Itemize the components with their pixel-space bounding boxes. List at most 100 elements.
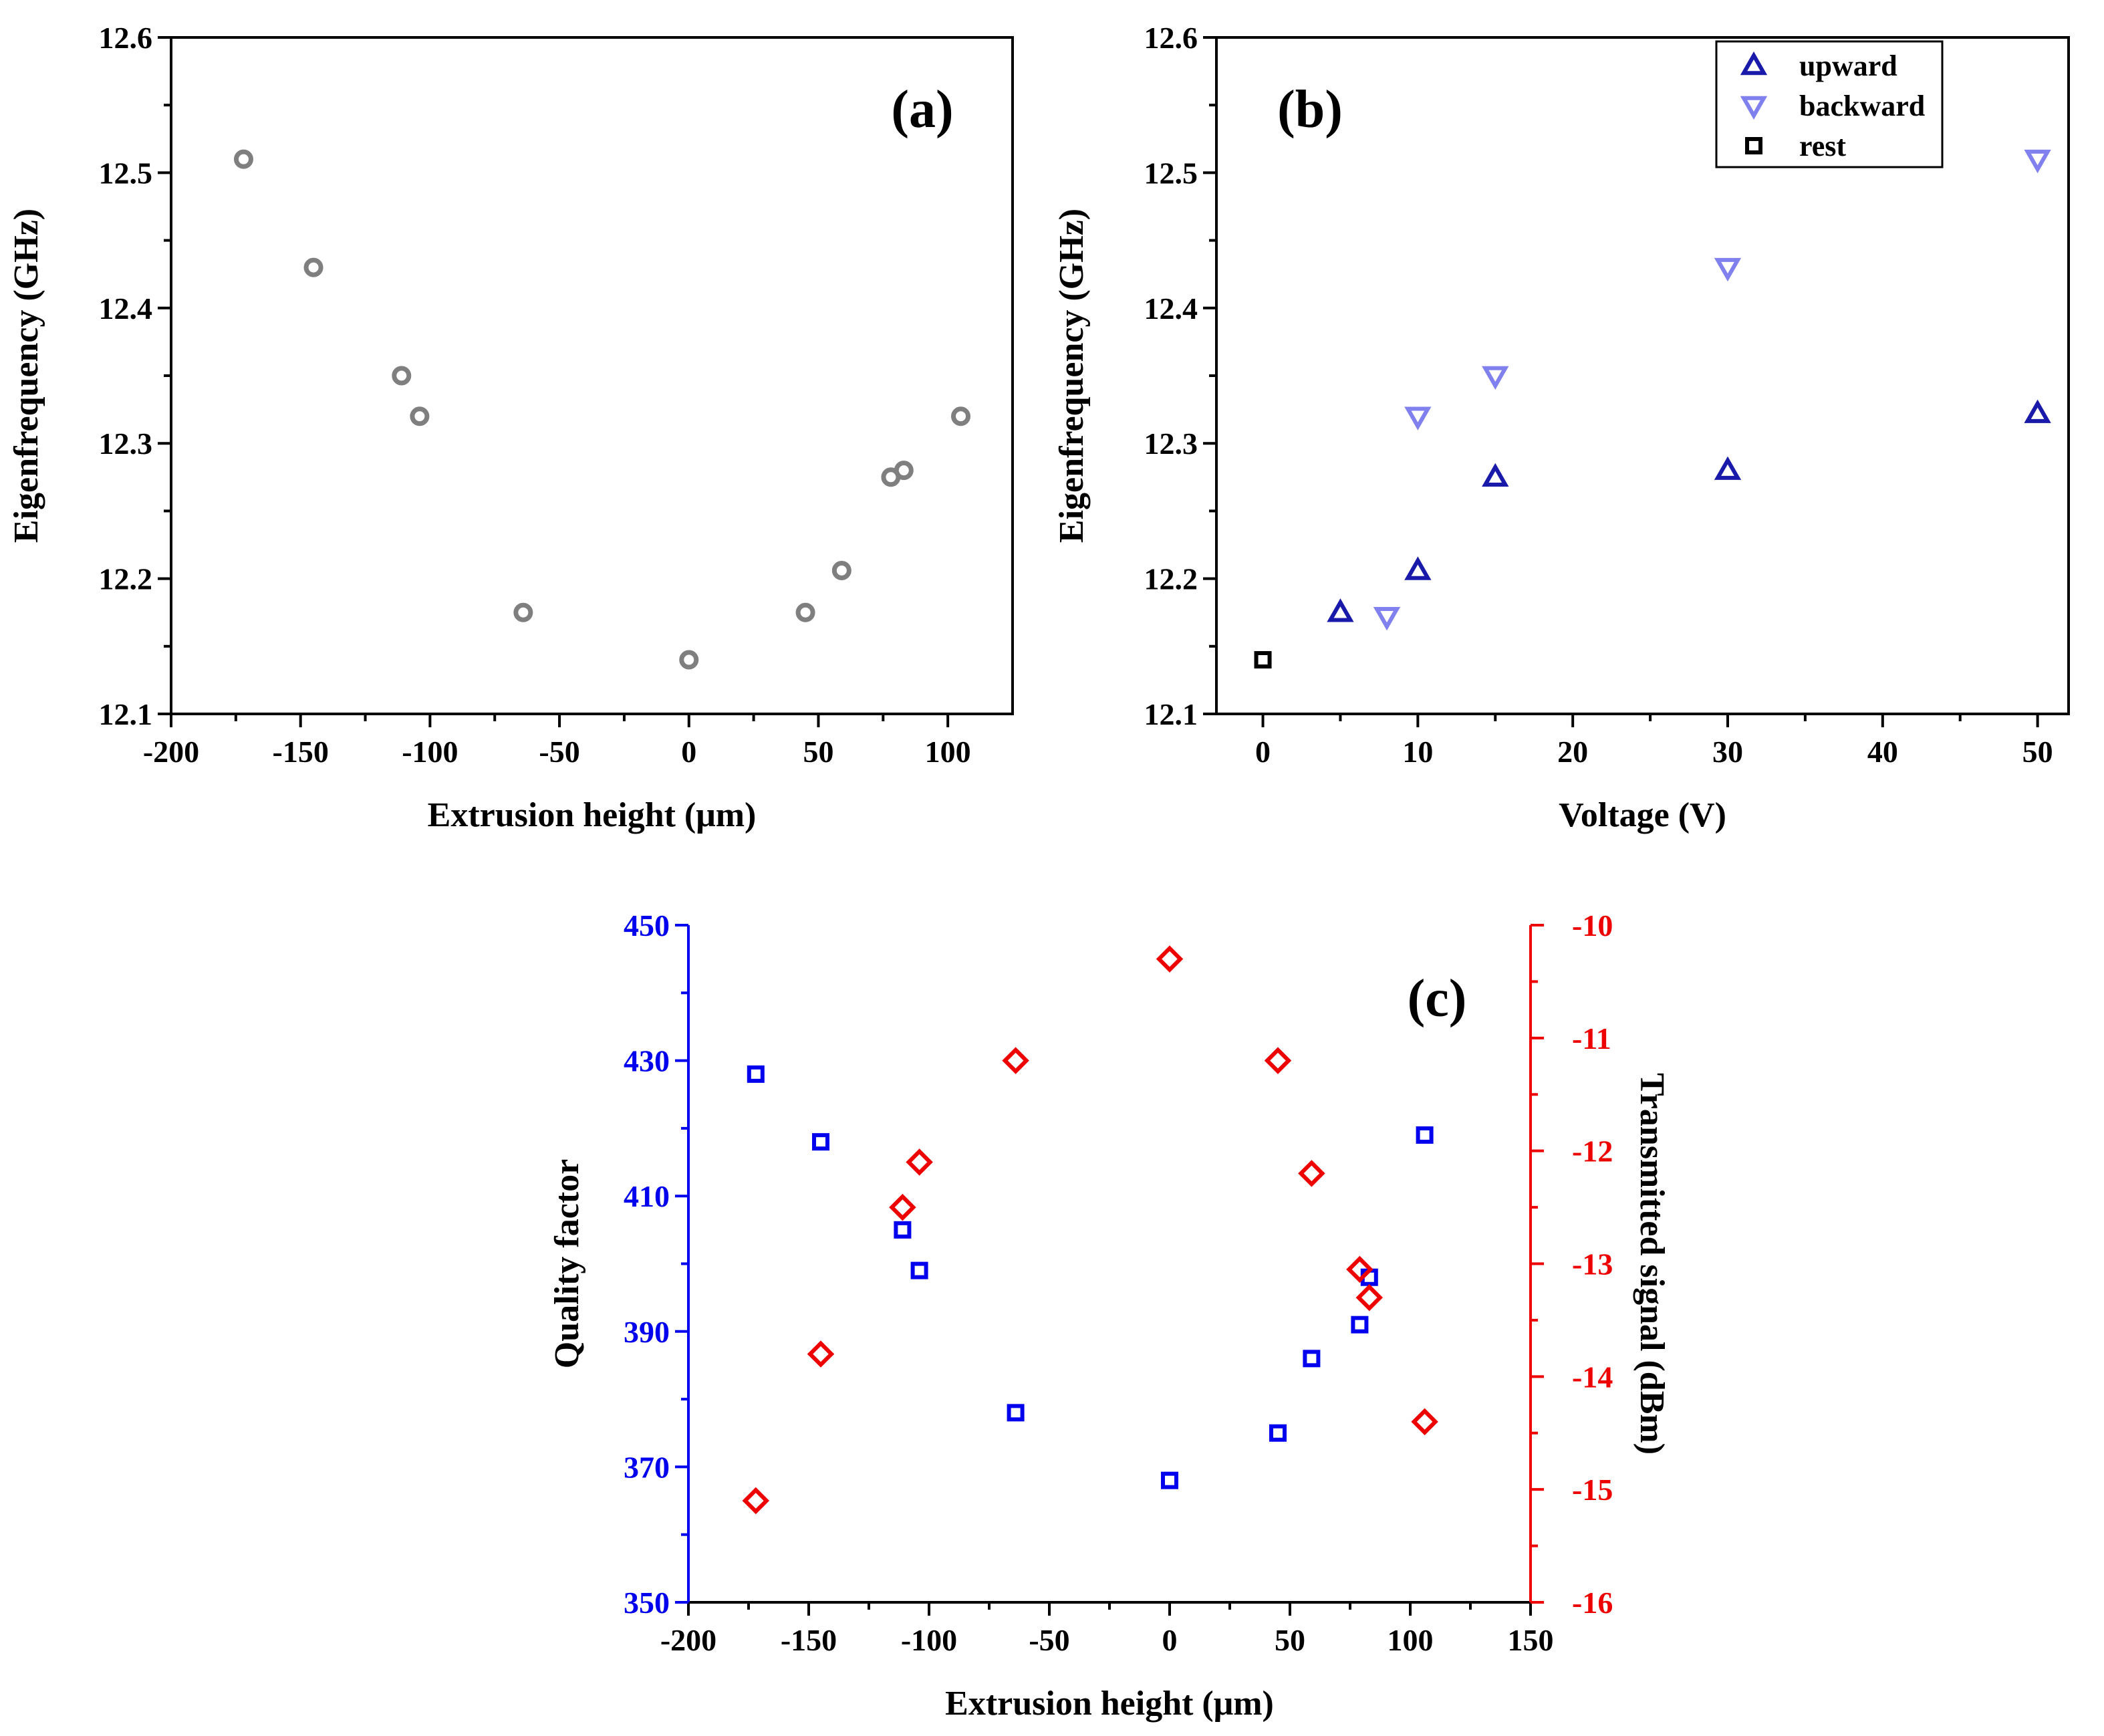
- y-tick-label: 450: [624, 908, 670, 943]
- data-point: [1482, 463, 1509, 487]
- x-tick-label: -200: [660, 1623, 716, 1657]
- y2-tick-label: -15: [1572, 1473, 1613, 1507]
- chart-panel-c: -200 -150 -100 -50 0 50 100 150 350 370 390 410 430 4…: [548, 908, 1671, 1723]
- chart-panel-a: -200 -150 -100 -50 0 50 100 12.1 12.2 12.3 12.4 12.…: [7, 21, 1014, 834]
- data-point: [1264, 1047, 1292, 1074]
- y-axis-title: Eigenfrequency (GHz): [1053, 209, 1091, 543]
- panel-label: (c): [1408, 969, 1467, 1028]
- panel-label: (a): [891, 80, 953, 139]
- x-tick-label: 0: [1255, 735, 1271, 769]
- data-point: [1254, 651, 1272, 669]
- legend-marker: [1740, 51, 1768, 76]
- x-axis-title: Extrusion height (μm): [428, 796, 757, 834]
- x-tick-label: -50: [539, 735, 579, 769]
- x-tick-label: 100: [1388, 1623, 1434, 1657]
- y-tick-label: 390: [624, 1315, 670, 1349]
- data-point: [1298, 1160, 1325, 1187]
- y2-axis-title: Transmitted signal (dBm): [1633, 1073, 1671, 1455]
- panel-label: (b): [1277, 80, 1343, 139]
- series-rest: [1254, 651, 1272, 669]
- x-tick-label: -150: [273, 735, 329, 769]
- y2-tick-label: -13: [1572, 1247, 1613, 1281]
- data-point: [831, 560, 851, 580]
- data-point: [747, 1065, 765, 1083]
- y-tick-label: 12.2: [1144, 562, 1198, 596]
- data-point: [1161, 1471, 1178, 1489]
- data-point: [1714, 456, 1742, 480]
- data-point: [1714, 257, 1742, 282]
- y2-tick-label: -14: [1572, 1360, 1613, 1394]
- data-point: [1351, 1316, 1369, 1334]
- legend-label: rest: [1799, 130, 1846, 162]
- data-point: [1416, 1126, 1434, 1144]
- series-eigenfrequency: [233, 149, 971, 670]
- legend-marker: [1745, 137, 1762, 154]
- y-tick-label: 410: [624, 1179, 670, 1213]
- x-tick-label: 20: [1557, 735, 1588, 769]
- data-point: [742, 1487, 770, 1515]
- data-point: [1404, 556, 1432, 580]
- x-tick-label: 0: [681, 735, 696, 769]
- data-point: [2024, 399, 2051, 423]
- x-tick-label: 100: [925, 735, 971, 769]
- legend-box: [1715, 40, 1944, 168]
- data-point: [1355, 1283, 1384, 1312]
- data-point: [303, 257, 323, 277]
- chart-panel-b: 0 10 20 30 40 50 12.1 12.2 12.3 12.4 12.5 12.6 Volta…: [1053, 21, 2070, 834]
- y-tick-label: 12.5: [1144, 156, 1198, 190]
- x-tick-label: 0: [1162, 1623, 1178, 1657]
- data-point: [1156, 945, 1184, 973]
- data-point: [1303, 1350, 1321, 1368]
- y-tick-label: 12.1: [1144, 697, 1198, 731]
- y-tick-label: 12.2: [99, 562, 153, 596]
- data-point: [894, 461, 914, 481]
- y2-tick-label: -10: [1572, 908, 1613, 943]
- y-tick-label: 350: [624, 1586, 670, 1620]
- legend-marker: [1740, 96, 1768, 120]
- y2-tick-label: -16: [1572, 1586, 1613, 1620]
- y-tick-label: 12.3: [1144, 426, 1198, 461]
- y-tick-label: 12.6: [99, 21, 153, 55]
- data-point: [795, 602, 815, 622]
- data-point: [889, 1193, 916, 1221]
- x-tick-label: 10: [1402, 735, 1433, 769]
- data-point: [392, 366, 412, 386]
- x-axis-title: Voltage (V): [1559, 796, 1726, 834]
- data-point: [1411, 1408, 1438, 1436]
- data-point: [1346, 1255, 1373, 1283]
- y-axis-title: Eigenfrequency (GHz): [7, 209, 45, 543]
- series-quality-factor: [747, 1065, 1434, 1489]
- x-tick-label: -200: [143, 735, 199, 769]
- data-point: [1327, 598, 1354, 622]
- y-tick-label: 12.3: [99, 426, 153, 461]
- legend-label: upward: [1799, 49, 1897, 82]
- data-point: [910, 1261, 928, 1279]
- x-tick-label: -50: [1029, 1623, 1069, 1657]
- x-tick-label: -100: [901, 1623, 957, 1657]
- data-point: [233, 149, 253, 169]
- plot-frame: [170, 36, 1014, 715]
- y-tick-label: 430: [624, 1044, 670, 1078]
- data-point: [951, 406, 971, 426]
- data-point: [812, 1133, 829, 1151]
- data-point: [1482, 366, 1509, 390]
- data-point: [894, 1221, 912, 1239]
- y2-tick-label: -12: [1572, 1134, 1613, 1168]
- series-transmitted-signal: [742, 945, 1438, 1515]
- series-upward: [1327, 399, 2051, 622]
- x-tick-label: 50: [803, 735, 833, 769]
- data-point: [906, 1148, 933, 1176]
- y-tick-label: 12.5: [99, 156, 153, 190]
- data-point: [1007, 1404, 1025, 1422]
- x-tick-label: 40: [1867, 735, 1898, 769]
- data-point: [1269, 1424, 1287, 1442]
- x-tick-label: 150: [1508, 1623, 1554, 1657]
- legend-label: backward: [1799, 90, 1925, 122]
- data-point: [1002, 1047, 1029, 1074]
- x-tick-label: 50: [1275, 1623, 1305, 1657]
- data-point: [410, 406, 430, 426]
- y2-tick-label: -11: [1572, 1021, 1611, 1056]
- y-tick-label: 12.6: [1144, 21, 1198, 55]
- data-point: [2024, 149, 2051, 174]
